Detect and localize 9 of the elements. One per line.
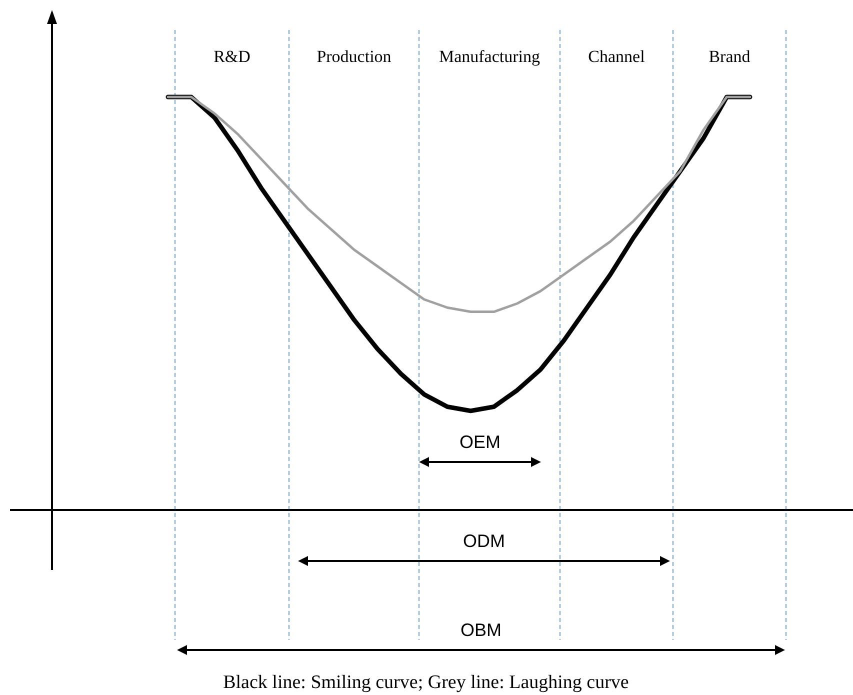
text: Production <box>316 47 392 66</box>
text: Channel <box>588 47 646 66</box>
text: Manufacturing <box>438 47 541 66</box>
text: Brand <box>708 47 751 66</box>
text: OBM <box>460 620 502 640</box>
text: ODM <box>463 531 505 551</box>
annotation: OEM <box>459 432 501 452</box>
text: R&D <box>214 47 250 66</box>
text: Black line: Smiling curve; Grey line: Laughing curve <box>223 672 629 693</box>
